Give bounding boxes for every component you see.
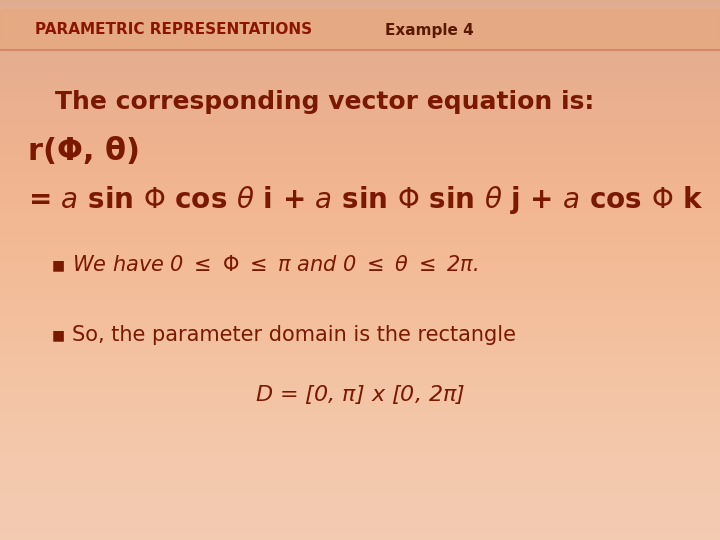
Text: r(Φ, θ): r(Φ, θ): [28, 138, 140, 166]
Text: We have 0 $\leq$ $\Phi$ $\leq$ $\pi$ and 0 $\leq$ $\theta$ $\leq$ 2$\pi$.: We have 0 $\leq$ $\Phi$ $\leq$ $\pi$ and…: [72, 255, 478, 275]
Text: The corresponding vector equation is:: The corresponding vector equation is:: [55, 90, 594, 114]
Text: ■: ■: [52, 258, 65, 272]
Text: So, the parameter domain is the rectangle: So, the parameter domain is the rectangl…: [72, 325, 516, 345]
Text: ■: ■: [52, 328, 65, 342]
Text: Example 4: Example 4: [385, 23, 474, 37]
Bar: [0, 10, 720, 50]
Text: $D$ = [0, $\pi$] x [0, 2$\pi$]: $D$ = [0, $\pi$] x [0, 2$\pi$]: [255, 383, 465, 407]
Text: = $a$ sin $\Phi$ cos $\theta$ $\mathbf{i}$ + $a$ sin $\Phi$ sin $\theta$ $\mathb: = $a$ sin $\Phi$ cos $\theta$ $\mathbf{i…: [28, 184, 703, 216]
Text: PARAMETRIC REPRESENTATIONS: PARAMETRIC REPRESENTATIONS: [35, 23, 312, 37]
